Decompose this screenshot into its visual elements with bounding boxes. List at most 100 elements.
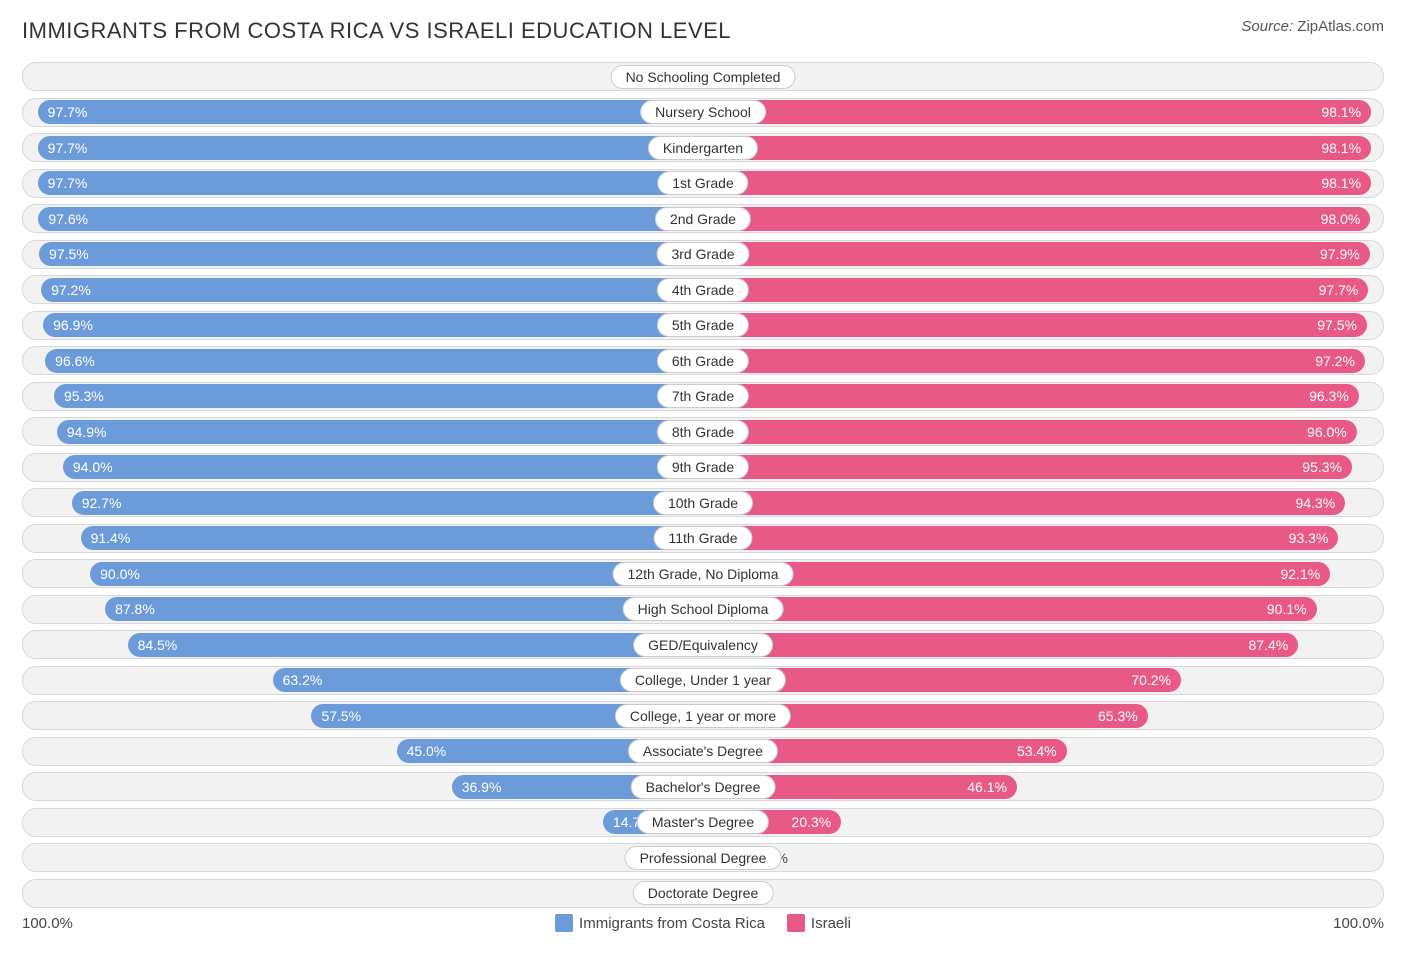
bar-value-left: 87.8% — [105, 601, 165, 617]
category-label: 6th Grade — [657, 349, 749, 373]
bar-left: 96.6% — [45, 349, 703, 373]
bar-right: 94.3% — [703, 491, 1345, 515]
legend-label-left: Immigrants from Costa Rica — [579, 915, 765, 932]
bar-left: 84.5% — [128, 633, 703, 657]
bar-right: 96.0% — [703, 420, 1357, 444]
bar-value-left: 97.7% — [38, 175, 98, 191]
bar-value-right: 96.3% — [1299, 388, 1359, 404]
bar-value-left: 57.5% — [311, 708, 371, 724]
category-label: 11th Grade — [653, 526, 752, 550]
bar-value-left: 97.2% — [41, 282, 101, 298]
bar-value-left: 45.0% — [397, 743, 457, 759]
bar-left: 97.7% — [38, 171, 703, 195]
bar-value-right: 98.1% — [1311, 175, 1371, 191]
category-label: High School Diploma — [623, 597, 784, 621]
category-label: Nursery School — [640, 100, 766, 124]
category-label: 5th Grade — [657, 313, 749, 337]
category-label: 3rd Grade — [656, 242, 749, 266]
bar-left: 94.9% — [57, 420, 703, 444]
bar-right: 93.3% — [703, 526, 1338, 550]
category-label: Doctorate Degree — [633, 881, 774, 905]
bar-left: 92.7% — [72, 491, 703, 515]
category-label: 2nd Grade — [655, 207, 751, 231]
bar-right: 95.3% — [703, 455, 1352, 479]
bar-value-right: 53.4% — [1007, 743, 1067, 759]
bar-right: 97.5% — [703, 313, 1367, 337]
bar-value-right: 98.1% — [1311, 104, 1371, 120]
category-label: 12th Grade, No Diploma — [613, 562, 794, 586]
chart-row: 63.2%70.2%College, Under 1 year — [22, 666, 1384, 695]
bar-right: 87.4% — [703, 633, 1298, 657]
bar-value-left: 95.3% — [54, 388, 114, 404]
bar-right: 98.0% — [703, 207, 1370, 231]
bar-value-left: 97.6% — [38, 211, 98, 227]
category-label: 8th Grade — [657, 420, 749, 444]
axis-right-end: 100.0% — [1333, 915, 1384, 932]
chart-row: 2.3%1.9%No Schooling Completed — [22, 62, 1384, 91]
bar-value-left: 94.0% — [63, 459, 123, 475]
chart-row: 97.7% 98.1% 1st Grade — [22, 169, 1384, 198]
chart-row: 1.8%2.7%Doctorate Degree — [22, 879, 1384, 908]
bar-left: 97.7% — [38, 100, 703, 124]
chart-row: 97.7% 98.1% Nursery School — [22, 98, 1384, 127]
category-label: 1st Grade — [657, 171, 748, 195]
bar-value-right: 70.2% — [1121, 672, 1181, 688]
bar-value-right: 65.3% — [1088, 708, 1148, 724]
chart-row: 97.6% 98.0% 2nd Grade — [22, 204, 1384, 233]
bar-left: 97.2% — [41, 278, 703, 302]
source-label: Source: — [1241, 18, 1293, 35]
category-label: Associate's Degree — [628, 739, 778, 763]
bar-right: 98.1% — [703, 100, 1371, 124]
category-label: College, Under 1 year — [620, 668, 786, 692]
bar-value-left: 84.5% — [128, 637, 188, 653]
bar-value-left: 96.6% — [45, 353, 105, 369]
bar-value-right: 90.1% — [1257, 601, 1317, 617]
bar-value-right: 97.2% — [1305, 353, 1365, 369]
legend-item-right: Israeli — [787, 914, 851, 932]
category-label: 9th Grade — [657, 455, 749, 479]
category-label: 7th Grade — [657, 384, 749, 408]
category-label: Master's Degree — [637, 810, 769, 834]
category-label: 10th Grade — [653, 491, 753, 515]
bar-value-right: 97.5% — [1307, 317, 1367, 333]
legend-item-left: Immigrants from Costa Rica — [555, 914, 765, 932]
bar-left: 90.0% — [90, 562, 703, 586]
bar-right: 96.3% — [703, 384, 1359, 408]
bar-value-right: 98.0% — [1311, 211, 1371, 227]
chart-row: 4.4%6.9%Professional Degree — [22, 843, 1384, 872]
bar-right: 98.1% — [703, 136, 1371, 160]
bar-value-left: 36.9% — [452, 779, 512, 795]
bar-value-right: 87.4% — [1238, 637, 1298, 653]
bar-left: 95.3% — [54, 384, 703, 408]
chart-row: 96.6% 97.2% 6th Grade — [22, 346, 1384, 375]
bar-value-left: 96.9% — [43, 317, 103, 333]
bar-left: 94.0% — [63, 455, 703, 479]
chart-row: 97.5%97.9%3rd Grade — [22, 240, 1384, 269]
bar-value-right: 97.9% — [1310, 246, 1370, 262]
bar-value-left: 91.4% — [81, 530, 141, 546]
bar-value-right: 94.3% — [1285, 495, 1345, 511]
legend: Immigrants from Costa Rica Israeli — [555, 914, 851, 932]
axis-left-end: 100.0% — [22, 915, 73, 932]
header: IMMIGRANTS FROM COSTA RICA VS ISRAELI ED… — [22, 18, 1384, 44]
bar-right: 97.2% — [703, 349, 1365, 373]
category-label: College, 1 year or more — [615, 704, 791, 728]
bar-value-right: 93.3% — [1279, 530, 1339, 546]
chart-row: 84.5%87.4%GED/Equivalency — [22, 630, 1384, 659]
source: Source: ZipAtlas.com — [1241, 18, 1384, 35]
category-label: Kindergarten — [648, 136, 758, 160]
chart-row: 97.7% 98.1%Kindergarten — [22, 133, 1384, 162]
category-label: 4th Grade — [657, 278, 749, 302]
bar-value-left: 97.7% — [38, 140, 98, 156]
bar-right: 98.1% — [703, 171, 1371, 195]
chart-row: 45.0% 53.4% Associate's Degree — [22, 737, 1384, 766]
bar-value-right: 96.0% — [1297, 424, 1357, 440]
bar-value-right: 20.3% — [782, 814, 842, 830]
bar-right: 92.1% — [703, 562, 1330, 586]
bar-left: 91.4% — [81, 526, 703, 550]
chart-row: 90.0% 92.1% 12th Grade, No Diploma — [22, 559, 1384, 588]
bar-value-right: 95.3% — [1292, 459, 1352, 475]
chart-row: 14.7%20.3%Master's Degree — [22, 808, 1384, 837]
bar-value-right: 92.1% — [1270, 566, 1330, 582]
chart-row: 92.7% 94.3% 10th Grade — [22, 488, 1384, 517]
